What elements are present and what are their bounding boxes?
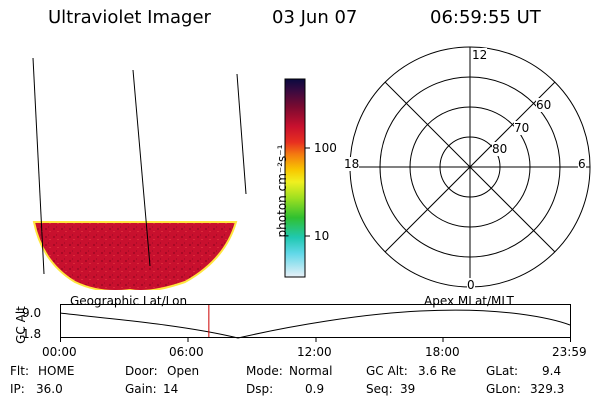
colorbar-tick-100: 100 [314, 141, 337, 155]
orbit-y-tick-low: 1.8 [22, 327, 42, 341]
glon-value: 329.3 [530, 382, 565, 396]
colorbar [284, 78, 310, 278]
mlt-label-12: 12 [472, 48, 488, 62]
colorbar-tick-10: 10 [314, 229, 330, 243]
polar-plot [349, 46, 591, 288]
flt-label: Flt: [10, 364, 29, 378]
gc-alt-curve [60, 309, 571, 339]
meridian-line-3 [236, 73, 247, 195]
mlt-label-6: 6 [578, 157, 586, 171]
time-label: 06:59:55 UT [430, 7, 541, 28]
glon-label: GLon: [486, 382, 521, 396]
gain-label: Gain: [125, 382, 157, 396]
glat-value: 9.4 [542, 364, 562, 378]
meridian-line-2 [132, 69, 151, 267]
orbit-strip [60, 304, 571, 342]
gcalt-label: GC Alt: [366, 364, 408, 378]
glat-label: GLat: [486, 364, 519, 378]
orbit-x-tick-0: 00:00 [42, 345, 77, 359]
meridian-line-1 [32, 57, 45, 275]
ip-label: IP: [10, 382, 25, 396]
mode-value: Normal [289, 364, 333, 378]
door-value: Open [167, 364, 200, 378]
gcalt-value: 3.6 Re [418, 364, 457, 378]
door-label: Door: [125, 364, 158, 378]
aurora-image [32, 221, 238, 290]
mode-label: Mode: [246, 364, 283, 378]
seq-label: Seq: [366, 382, 393, 396]
orbit-x-tick-18: 18:00 [425, 345, 460, 359]
dsp-label: Dsp: [246, 382, 274, 396]
date-label: 03 Jun 07 [272, 7, 358, 28]
orbit-y-tick-high: 9.0 [22, 306, 42, 320]
ip-value: 36.0 [36, 382, 63, 396]
orbit-x-tick-12: 12:00 [297, 345, 332, 359]
dsp-value: 0.9 [305, 382, 325, 396]
colorbar-unit-label: photon cm⁻²s⁻¹ [275, 144, 289, 238]
lat-label-70: 70 [514, 121, 530, 135]
gain-value: 14 [163, 382, 179, 396]
orbit-x-tick-end: 23:59 [552, 345, 587, 359]
flt-value: HOME [38, 364, 75, 378]
mlt-label-0: 0 [467, 278, 475, 292]
lat-label-60: 60 [536, 98, 552, 112]
lat-label-80: 80 [492, 142, 508, 156]
mlt-label-18: 18 [344, 157, 360, 171]
geographic-image-panel [32, 57, 247, 290]
orbit-x-tick-6: 06:00 [169, 345, 204, 359]
instrument-title: Ultraviolet Imager [48, 7, 211, 28]
seq-value: 39 [400, 382, 416, 396]
